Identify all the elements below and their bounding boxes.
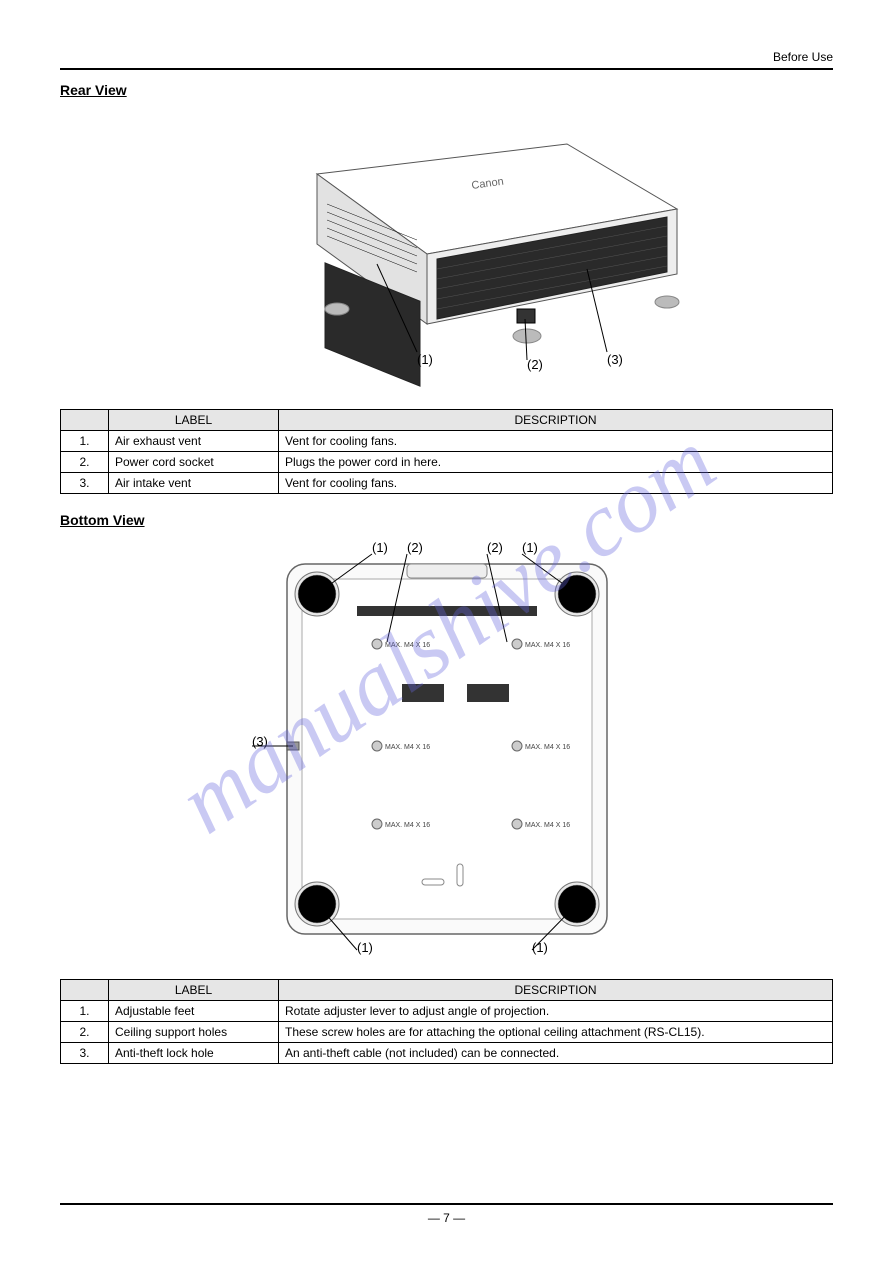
col-header: LABEL (109, 980, 279, 1001)
table-row: 1.Adjustable feetRotate adjuster lever t… (61, 1001, 833, 1022)
bottom-view-table: LABEL DESCRIPTION 1.Adjustable feetRotat… (60, 979, 833, 1064)
row-index: 2. (61, 1022, 109, 1043)
bottom-view-heading: Bottom View (60, 512, 833, 528)
screw-label: MAX. M4 X 16 (525, 744, 570, 751)
callout-label: (1) (522, 540, 538, 555)
row-index: 3. (61, 1043, 109, 1064)
rear-view-svg: Canon (1)(2)(3) (167, 104, 727, 394)
bottom-view-figure: (1) (2) (2) (1) (3) (1) (1) MAX. M4 X 16 MAX. M… (60, 534, 833, 969)
row-description: These screw holes are for attaching the … (279, 1022, 833, 1043)
callout-label: (3) (252, 734, 268, 749)
screw-label: MAX. M4 X 16 (385, 642, 430, 649)
row-index: 3. (61, 473, 109, 494)
table-row: 2.Ceiling support holesThese screw holes… (61, 1022, 833, 1043)
table-row: 3.Anti-theft lock holeAn anti-theft cabl… (61, 1043, 833, 1064)
row-label: Ceiling support holes (109, 1022, 279, 1043)
screw-hole-icon (512, 819, 522, 829)
callout-label: (3) (607, 352, 623, 367)
screw-hole-icon (372, 741, 382, 751)
row-label: Air exhaust vent (109, 431, 279, 452)
callout-label: (1) (417, 352, 433, 367)
screw-label: MAX. M4 X 16 (385, 744, 430, 751)
header-right: Before Use (773, 50, 833, 64)
footer: — 7 — (60, 1203, 833, 1225)
rear-view-heading: Rear View (60, 82, 833, 98)
row-description: Plugs the power cord in here. (279, 452, 833, 473)
row-description: Vent for cooling fans. (279, 473, 833, 494)
bottom-view-svg: (1) (2) (2) (1) (3) (1) (1) MAX. M4 X 16 MAX. M… (207, 534, 687, 964)
rear-view-figure: Canon (1)(2)(3) (60, 104, 833, 399)
row-index: 1. (61, 1001, 109, 1022)
col-header (61, 980, 109, 1001)
callout-label: (2) (527, 357, 543, 372)
table-row: 3.Air intake ventVent for cooling fans. (61, 473, 833, 494)
table-row: 1.Air exhaust ventVent for cooling fans. (61, 431, 833, 452)
callout-label: (1) (357, 940, 373, 955)
col-header: DESCRIPTION (279, 410, 833, 431)
callout-label: (2) (407, 540, 423, 555)
row-index: 2. (61, 452, 109, 473)
row-description: Rotate adjuster lever to adjust angle of… (279, 1001, 833, 1022)
table-header-row: LABEL DESCRIPTION (61, 980, 833, 1001)
col-header (61, 410, 109, 431)
header-rule (60, 68, 833, 70)
screw-hole-icon (372, 819, 382, 829)
row-description: An anti-theft cable (not included) can b… (279, 1043, 833, 1064)
rear-view-table: LABEL DESCRIPTION 1.Air exhaust ventVent… (60, 409, 833, 494)
row-description: Vent for cooling fans. (279, 431, 833, 452)
screw-label: MAX. M4 X 16 (385, 822, 430, 829)
row-label: Power cord socket (109, 452, 279, 473)
screw-hole-icon (512, 639, 522, 649)
callout-label: (1) (532, 940, 548, 955)
col-header: LABEL (109, 410, 279, 431)
callout-label: (2) (487, 540, 503, 555)
row-index: 1. (61, 431, 109, 452)
col-header: DESCRIPTION (279, 980, 833, 1001)
row-label: Air intake vent (109, 473, 279, 494)
screw-hole-icon (512, 741, 522, 751)
header: Before Use (60, 50, 833, 64)
footer-rule (60, 1203, 833, 1205)
row-label: Anti-theft lock hole (109, 1043, 279, 1064)
table-row: 2.Power cord socketPlugs the power cord … (61, 452, 833, 473)
row-label: Adjustable feet (109, 1001, 279, 1022)
screw-hole-icon (372, 639, 382, 649)
footer-center: — 7 — (428, 1211, 465, 1225)
screw-label: MAX. M4 X 16 (525, 822, 570, 829)
table-header-row: LABEL DESCRIPTION (61, 410, 833, 431)
callout-label: (1) (372, 540, 388, 555)
screw-label: MAX. M4 X 16 (525, 642, 570, 649)
